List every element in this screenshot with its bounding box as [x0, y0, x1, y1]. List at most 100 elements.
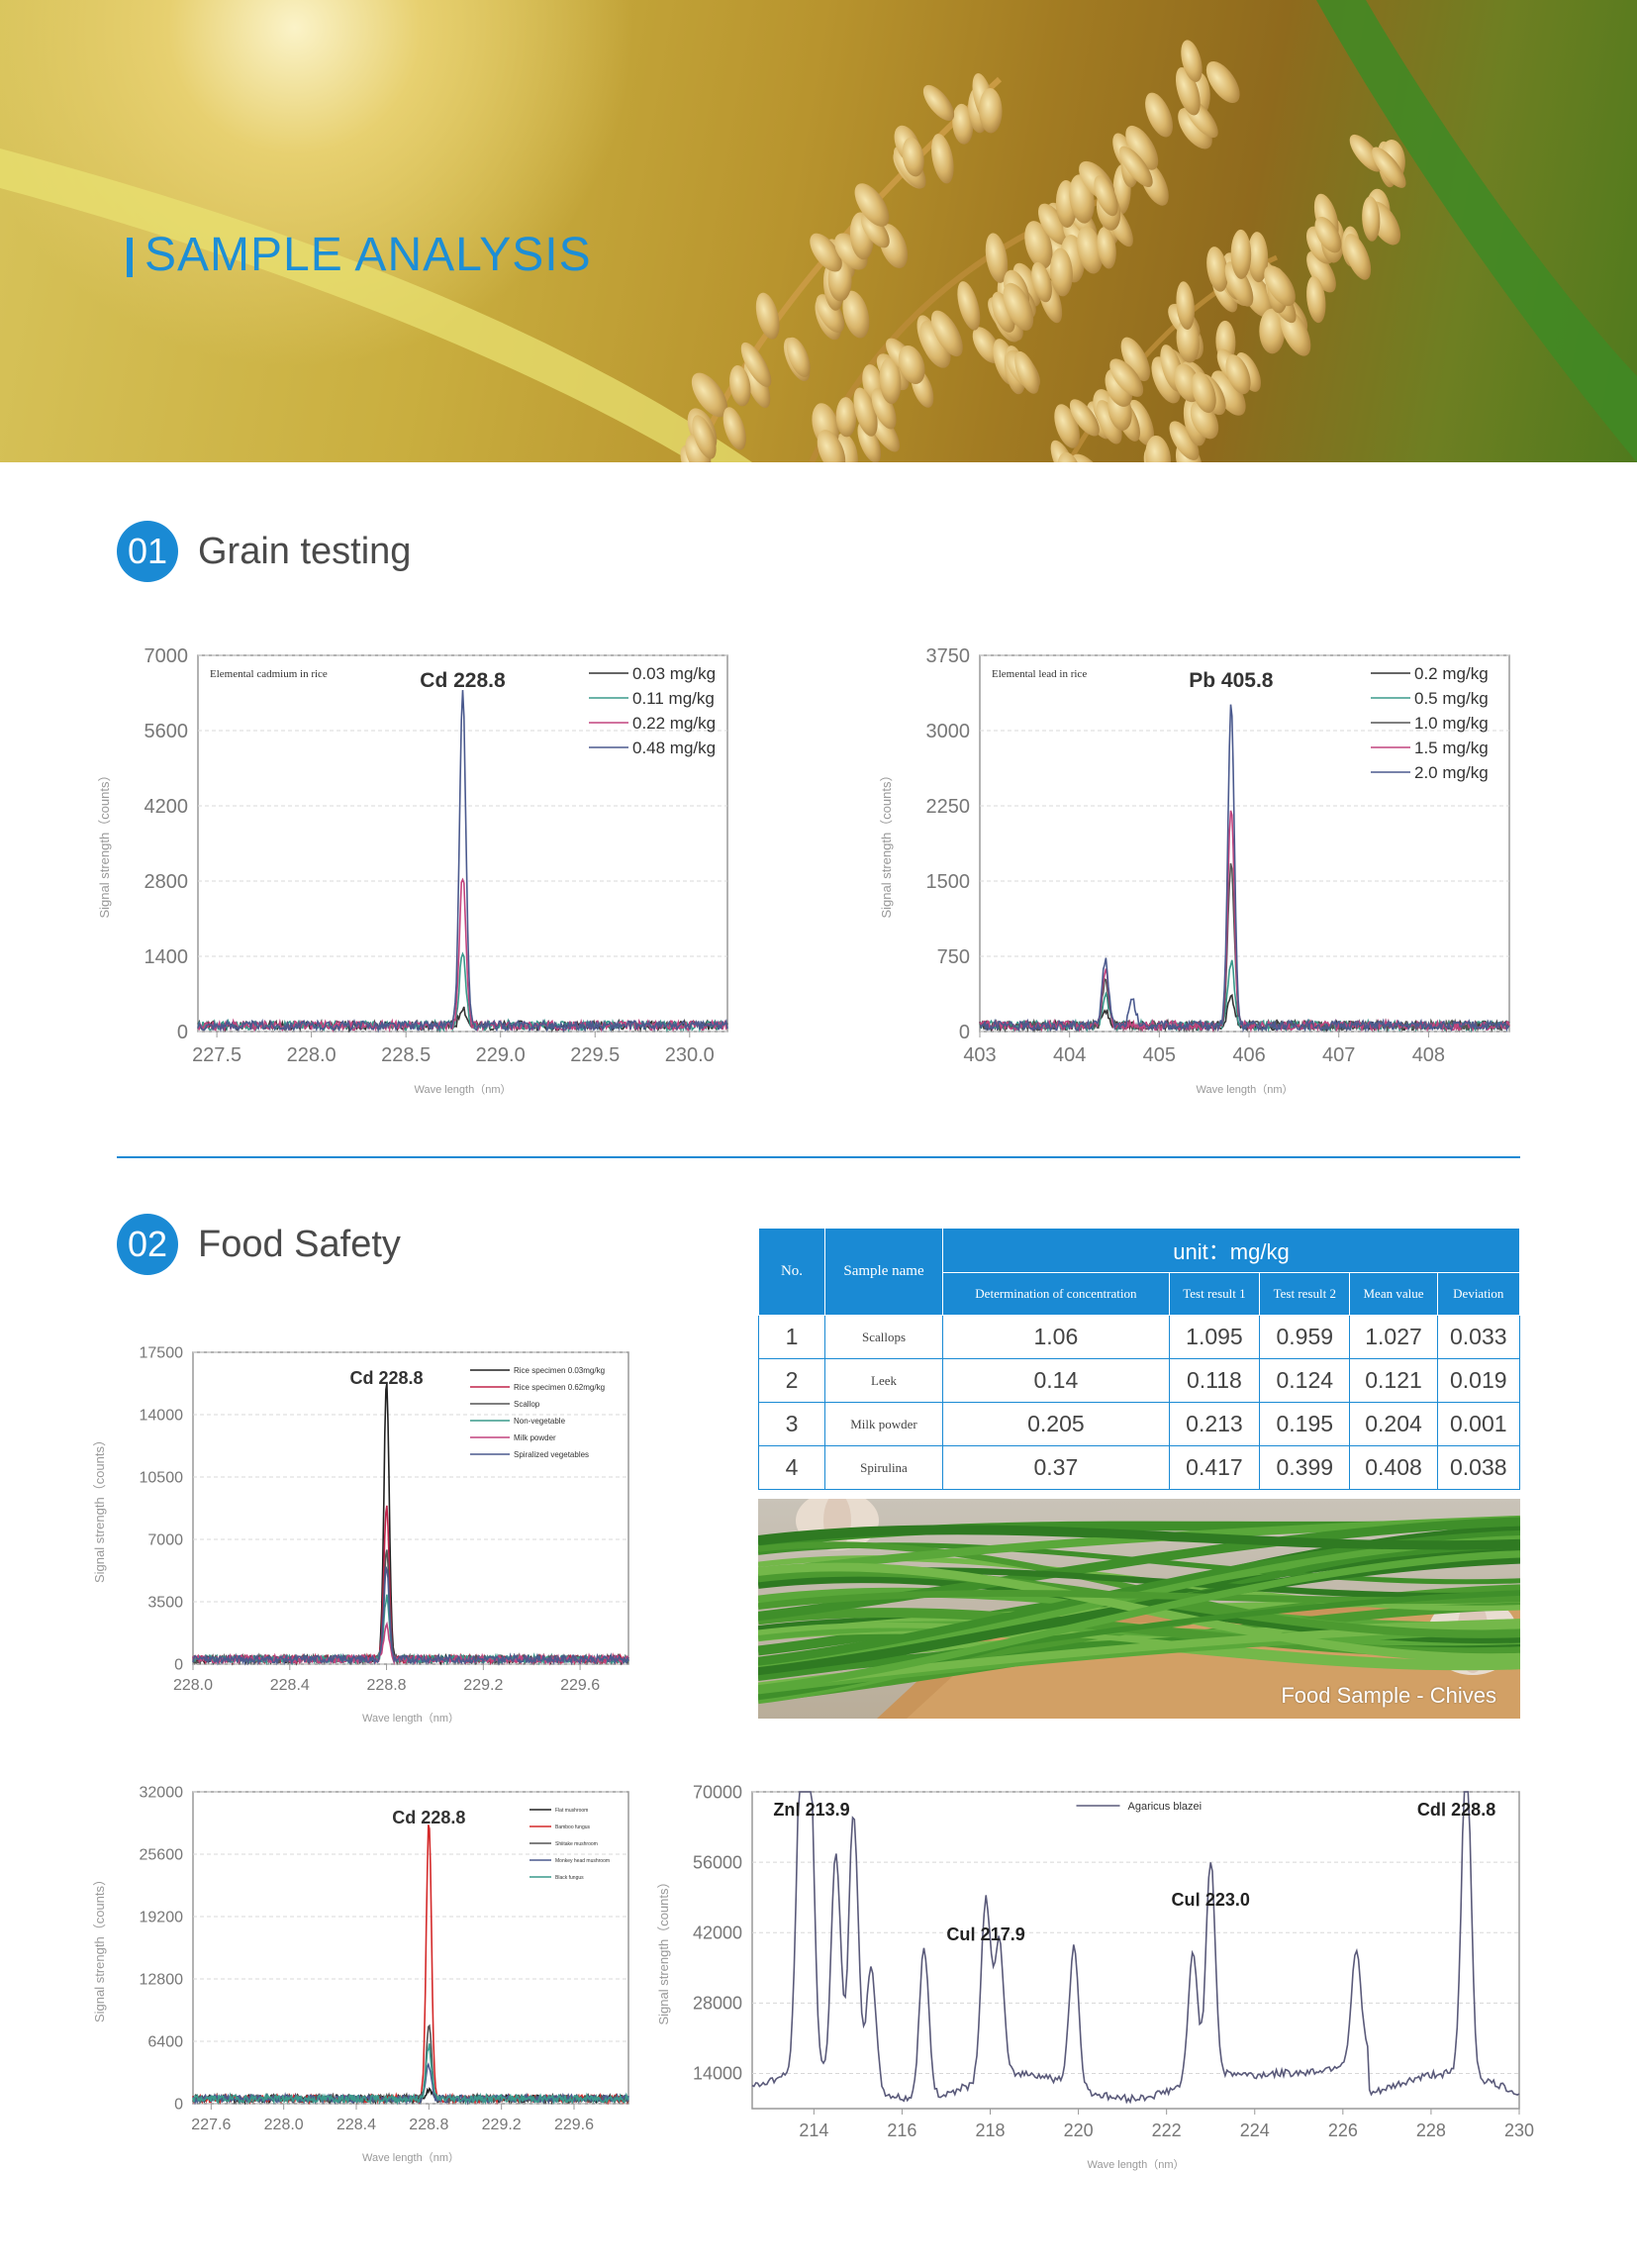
y-tick-label: 2250 [926, 796, 971, 818]
series-line [979, 810, 1510, 1034]
x-tick-label: 406 [1232, 1044, 1265, 1066]
y-tick-label: 4200 [144, 796, 189, 818]
y-tick-label: 7000 [147, 1532, 183, 1549]
legend-label: Rice specimen 0.62mg/kg [514, 1383, 605, 1392]
x-axis-label: Wave length（nm） [1087, 2158, 1184, 2171]
y-tick-label: 0 [174, 1657, 183, 1674]
legend-label: Black fungus [555, 1875, 584, 1881]
x-tick-label: 228.8 [409, 2117, 448, 2133]
legend-label: Agaricus blazei [1128, 1801, 1203, 1813]
y-tick-label: 3000 [926, 721, 971, 742]
peak-annotation: CuⅠ 223.0 [1172, 1890, 1250, 1910]
x-axis-label: Wave length（nm） [362, 2151, 459, 2164]
x-tick-label: 230 [1504, 2120, 1534, 2140]
chart-cadmium-rice: 0 1400 2800 4200 5600 7000 227.5 228.0 228.5 229.… [89, 643, 742, 1109]
x-tick-label: 224 [1240, 2120, 1270, 2140]
x-tick-label: 229.5 [570, 1044, 620, 1066]
y-axis-label: Signal strength（counts） [92, 1873, 107, 2022]
x-axis-label: Wave length（nm） [1196, 1083, 1293, 1096]
y-tick-label: 0 [174, 2097, 183, 2114]
series-line [192, 2043, 629, 2106]
section-title: Food Safety [198, 1223, 401, 1265]
chart-title: Elemental cadmium in rice [210, 668, 328, 680]
chart-cadmium-food: 0 3500 7000 10500 14000 17500 228.0 228.4 228.8 2… [89, 1338, 653, 1734]
col-test2: Test result 2 [1259, 1272, 1351, 1316]
table-row: 1 Scallops 1.06 1.095 0.959 1.027 0.033 [758, 1315, 1521, 1359]
legend-label: 0.5 mg/kg [1414, 689, 1489, 708]
legend-label: Shiitake mushroom [555, 1841, 598, 1847]
y-tick-label: 14000 [140, 1408, 184, 1425]
series-line [751, 1791, 1520, 2105]
x-tick-label: 227.6 [191, 2117, 231, 2133]
legend-label: 0.11 mg/kg [632, 689, 715, 708]
legend-label: 0.2 mg/kg [1414, 664, 1489, 683]
plot-area [979, 654, 1510, 1033]
legend-label: Bamboo fungus [555, 1824, 591, 1830]
x-tick-label: 228.0 [287, 1044, 337, 1066]
y-tick-label: 12800 [140, 1972, 184, 1989]
y-axis-label: Signal strength（counts） [92, 1433, 107, 1583]
y-tick-label: 0 [177, 1022, 188, 1043]
col-determination: Determination of concentration [942, 1272, 1170, 1316]
chart-lead-rice: 0 750 1500 2250 3000 3750 403 404 405 406 407 408 Wa… [871, 643, 1524, 1109]
photo-caption: Food Sample - Chives [1281, 1683, 1496, 1708]
y-tick-label: 2800 [144, 871, 189, 893]
y-tick-label: 17500 [140, 1345, 184, 1362]
legend-label: 1.0 mg/kg [1414, 714, 1489, 733]
unit-header: unit：mg/kg [942, 1228, 1520, 1273]
col-deviation: Deviation [1436, 1272, 1521, 1316]
peak-annotation: ZnⅠ 213.9 [773, 1800, 849, 1820]
col-test1: Test result 1 [1168, 1272, 1261, 1316]
y-tick-label: 1400 [144, 946, 189, 968]
y-axis-label: Signal strength（counts） [97, 768, 112, 918]
x-tick-label: 214 [799, 2120, 828, 2140]
page-title: SAMPLE ANALYSIS [144, 229, 592, 281]
y-tick-label: 70000 [693, 1782, 742, 1802]
section-number: 02 [117, 1214, 178, 1275]
table-row: 2 Leek 0.14 0.118 0.124 0.121 0.019 [758, 1358, 1521, 1403]
peak-label: Pb 405.8 [1189, 669, 1274, 692]
results-table: No. Sample name unit：mg/kg Determination… [758, 1228, 1521, 1490]
legend-label: Milk powder [514, 1433, 556, 1442]
legend-label: Monkey head mushroom [555, 1858, 610, 1864]
series-line [192, 1566, 629, 1666]
table-row: 4 Spirulina 0.37 0.417 0.399 0.408 0.038 [758, 1445, 1521, 1490]
x-tick-label: 229.2 [463, 1677, 503, 1694]
chart-svg: 0 750 1500 2250 3000 3750 403 404 405 406 407 408 Wa… [879, 645, 1510, 1096]
chart-agaricus: 14000 28000 42000 56000 70000 214 216 218 220 222… [653, 1782, 1534, 2178]
x-tick-label: 216 [887, 2120, 916, 2140]
y-tick-label: 32000 [140, 1785, 184, 1802]
series-line [197, 690, 728, 1034]
chives-photo: Food Sample - Chives [758, 1499, 1520, 1719]
y-tick-label: 0 [959, 1022, 970, 1043]
y-axis-label: Signal strength（counts） [656, 1875, 671, 2024]
x-tick-label: 229.0 [476, 1044, 526, 1066]
y-tick-label: 28000 [693, 1994, 742, 2014]
col-sample-name: Sample name [824, 1228, 943, 1316]
section-number: 01 [117, 521, 178, 582]
y-tick-label: 5600 [144, 721, 189, 742]
chart-cadmium-mushroom: 0 6400 12800 19200 25600 32000 227.6 228.0 228.4… [89, 1782, 653, 2178]
legend-label: Flat mushroom [555, 1808, 588, 1814]
col-mean: Mean value [1349, 1272, 1438, 1316]
x-tick-label: 227.5 [192, 1044, 241, 1066]
x-tick-label: 229.6 [554, 2117, 594, 2133]
y-tick-label: 42000 [693, 1923, 742, 1943]
x-tick-label: 220 [1064, 2120, 1094, 2140]
legend-label: 2.0 mg/kg [1414, 763, 1489, 782]
x-tick-label: 228.8 [367, 1677, 407, 1694]
header-banner: SAMPLE ANALYSIS [0, 0, 1637, 462]
x-tick-label: 408 [1412, 1044, 1445, 1066]
x-tick-label: 407 [1322, 1044, 1355, 1066]
x-tick-label: 228.0 [173, 1677, 213, 1694]
rice-grain-illustration [0, 0, 1637, 462]
section-heading-grain: 01 Grain testing [117, 521, 411, 582]
y-axis-label: Signal strength（counts） [879, 768, 894, 918]
legend-label: 0.22 mg/kg [632, 714, 716, 733]
x-tick-label: 404 [1053, 1044, 1086, 1066]
y-tick-label: 6400 [147, 2034, 183, 2051]
plot-area [197, 654, 728, 1033]
title-accent-bar [127, 238, 133, 277]
x-tick-label: 228.0 [264, 2117, 304, 2133]
y-tick-label: 3500 [147, 1595, 183, 1612]
